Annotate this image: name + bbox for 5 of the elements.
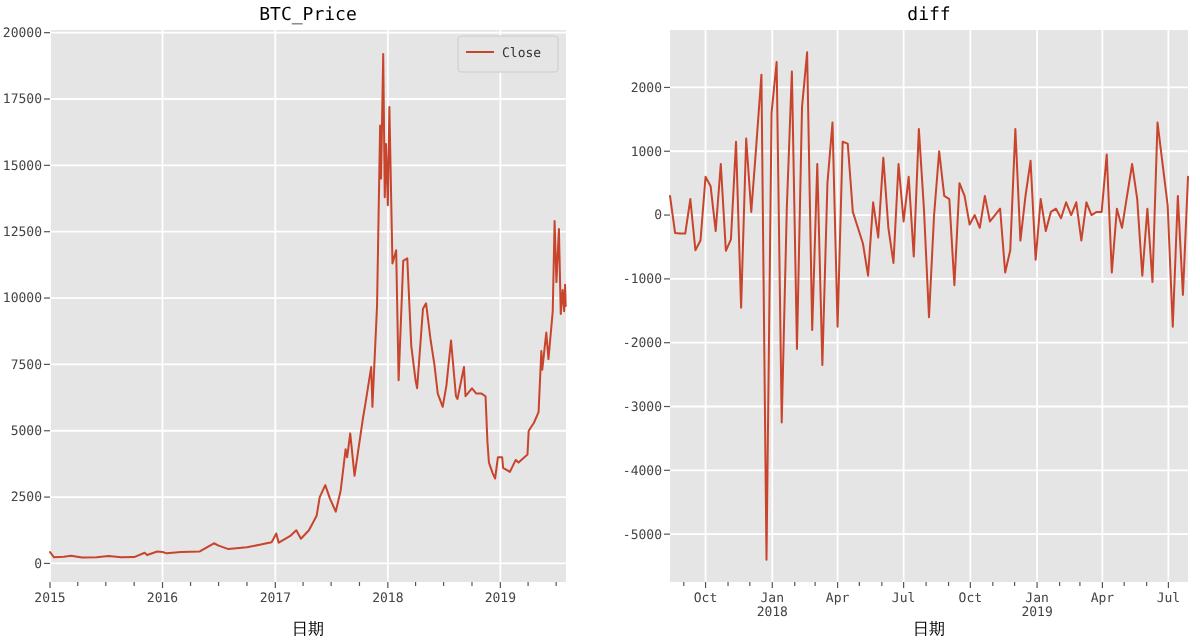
- x-axis-title: 日期: [913, 620, 945, 638]
- chart-title: diff: [907, 6, 951, 26]
- x-axis-title: 日期: [292, 620, 324, 638]
- chart-title: BTC_Price: [259, 6, 357, 26]
- line-series: [669, 51, 1189, 561]
